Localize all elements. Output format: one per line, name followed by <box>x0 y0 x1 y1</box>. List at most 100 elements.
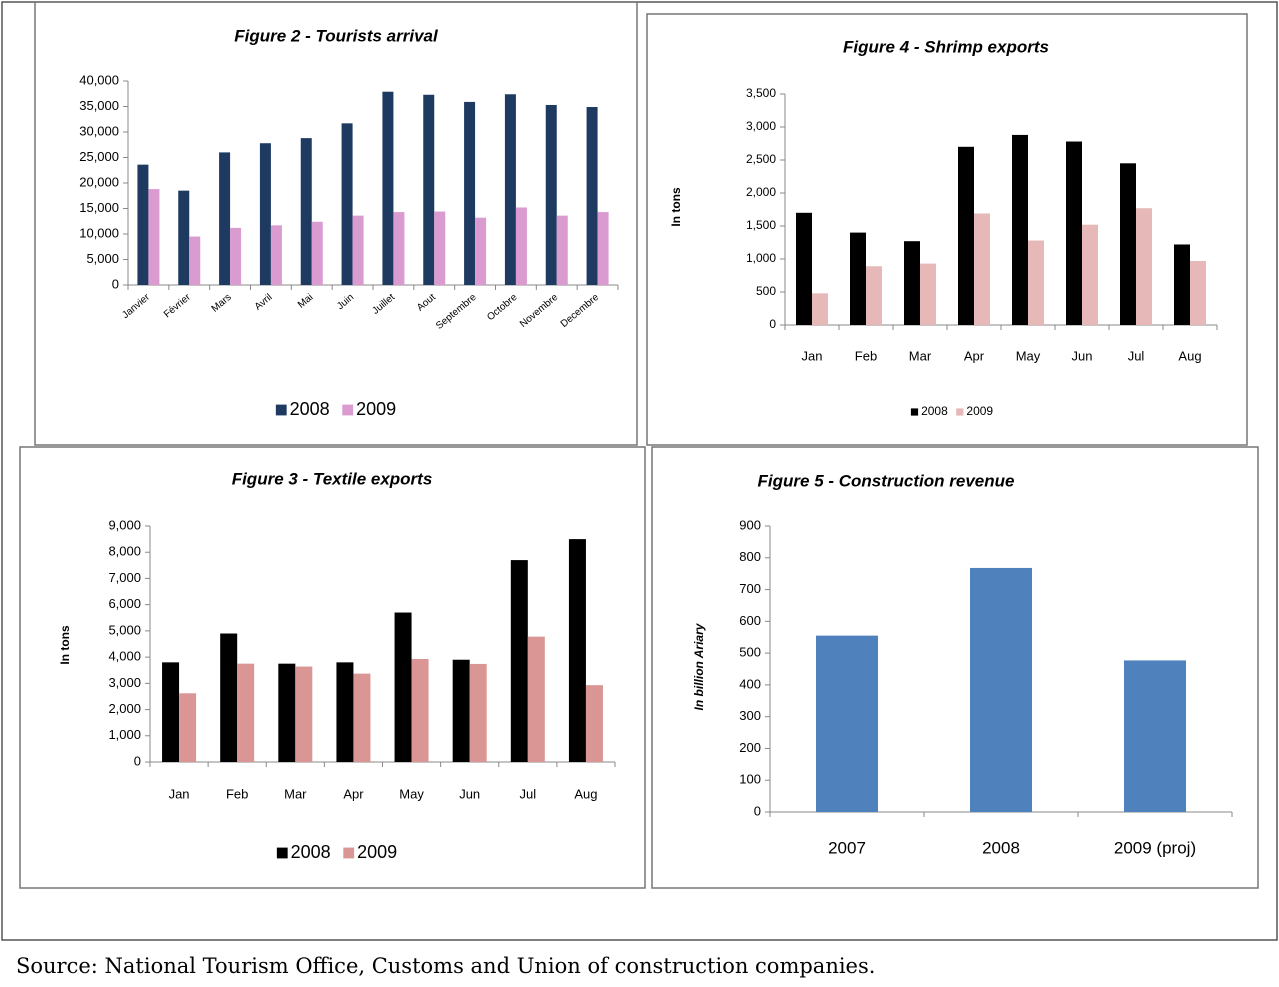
x-tick-label: Jul <box>520 786 537 801</box>
x-tick-label: 2009 (proj) <box>1114 838 1196 857</box>
chart-frame <box>646 13 1248 446</box>
y-tick-label: 0 <box>754 803 761 818</box>
bar <box>336 662 354 762</box>
y-tick-label: 400 <box>739 676 761 691</box>
x-tick-label: Jan <box>802 348 823 363</box>
x-tick-label: Aug <box>1178 348 1201 363</box>
bar <box>586 107 598 285</box>
y-tick-label: 500 <box>756 284 776 298</box>
chart-title: Figure 2 - Tourists arrival <box>234 26 439 45</box>
y-tick-label: 2,000 <box>108 701 141 716</box>
y-tick-label: 7,000 <box>108 570 141 585</box>
bar <box>469 663 487 762</box>
y-tick-label: 600 <box>739 613 761 628</box>
legend: 2008 2009 <box>276 842 397 862</box>
y-tick-label: 15,000 <box>79 200 119 215</box>
y-tick-label: 300 <box>739 708 761 723</box>
bar <box>556 215 568 285</box>
y-tick-label: 100 <box>739 772 761 787</box>
bar <box>295 666 313 762</box>
bar <box>148 189 160 285</box>
bar <box>162 662 180 762</box>
y-tick-label: 9,000 <box>108 517 141 532</box>
chart-title: Figure 5 - Construction revenue <box>758 471 1015 490</box>
y-tick-label: 4,000 <box>108 649 141 664</box>
y-tick-label: 1,000 <box>108 727 141 742</box>
legend-label: 2009 <box>357 842 397 862</box>
legend-label: 2008 <box>291 842 331 862</box>
bar <box>464 101 476 285</box>
x-tick-label: Jul <box>1128 348 1145 363</box>
bar <box>219 152 231 285</box>
y-tick-label: 0 <box>769 317 776 331</box>
y-axis-label: In tons <box>669 187 683 227</box>
y-tick-label: 20,000 <box>79 174 119 189</box>
x-tick-label: May <box>399 786 424 801</box>
y-tick-label: 40,000 <box>79 72 119 87</box>
x-tick-label: Octobre <box>485 292 520 324</box>
bar <box>179 693 197 762</box>
bar <box>958 146 974 325</box>
bar <box>1124 660 1186 812</box>
bar <box>1066 141 1082 325</box>
legend-swatch <box>910 408 919 416</box>
bar <box>230 227 242 285</box>
bar <box>568 539 586 762</box>
y-tick-label: 10,000 <box>79 225 119 240</box>
y-axis-label: In tons <box>58 625 72 665</box>
bar <box>1082 224 1098 325</box>
bar <box>341 123 353 285</box>
bar <box>270 225 282 285</box>
x-tick-label: Decembre <box>559 292 602 330</box>
source-note: Source: National Tourism Office, Customs… <box>16 954 875 978</box>
bar <box>259 143 271 285</box>
bar <box>504 94 516 285</box>
x-tick-label: Mai <box>296 292 315 311</box>
x-tick-label: Septembre <box>434 292 479 332</box>
bar <box>189 236 201 285</box>
bar <box>1174 244 1190 325</box>
y-axis-label: In billion Ariary <box>692 622 706 710</box>
chart-title: Figure 4 - Shrimp exports <box>843 37 1049 56</box>
legend-swatch <box>276 847 288 859</box>
x-tick-label: Jan <box>169 786 190 801</box>
y-tick-label: 800 <box>739 549 761 564</box>
y-tick-label: 6,000 <box>108 596 141 611</box>
bar <box>475 217 487 285</box>
bar <box>311 221 323 285</box>
bar <box>510 560 528 762</box>
legend-label: 2008 <box>290 399 330 419</box>
bar <box>423 94 435 286</box>
bar <box>970 567 1032 812</box>
y-tick-label: 2,500 <box>746 152 776 166</box>
x-tick-label: Apr <box>343 786 364 801</box>
y-tick-label: 1,000 <box>746 251 776 265</box>
legend: 2008 2009 <box>910 404 993 418</box>
bar <box>278 663 296 762</box>
x-tick-label: Avril <box>253 292 275 313</box>
x-tick-label: Aout <box>415 292 438 314</box>
bar <box>1012 134 1028 325</box>
bar <box>382 91 394 286</box>
bar <box>393 212 405 285</box>
bar <box>1120 163 1136 325</box>
x-tick-label: Janvier <box>120 291 152 321</box>
y-tick-label: 25,000 <box>79 149 119 164</box>
bar <box>974 213 990 325</box>
bar <box>597 212 609 285</box>
bar <box>1136 208 1152 325</box>
legend-swatch <box>956 408 964 416</box>
bar <box>137 164 149 285</box>
chart-frame <box>19 446 646 889</box>
bar <box>920 263 936 325</box>
bar <box>434 211 446 285</box>
chart-frame <box>651 446 1259 889</box>
x-tick-label: 2008 <box>982 838 1020 857</box>
x-tick-label: Juillet <box>370 292 397 317</box>
y-tick-label: 0 <box>112 276 119 291</box>
bar <box>850 232 866 325</box>
bar <box>585 685 603 762</box>
x-tick-label: Feb <box>855 348 877 363</box>
x-tick-label: Apr <box>964 348 985 363</box>
